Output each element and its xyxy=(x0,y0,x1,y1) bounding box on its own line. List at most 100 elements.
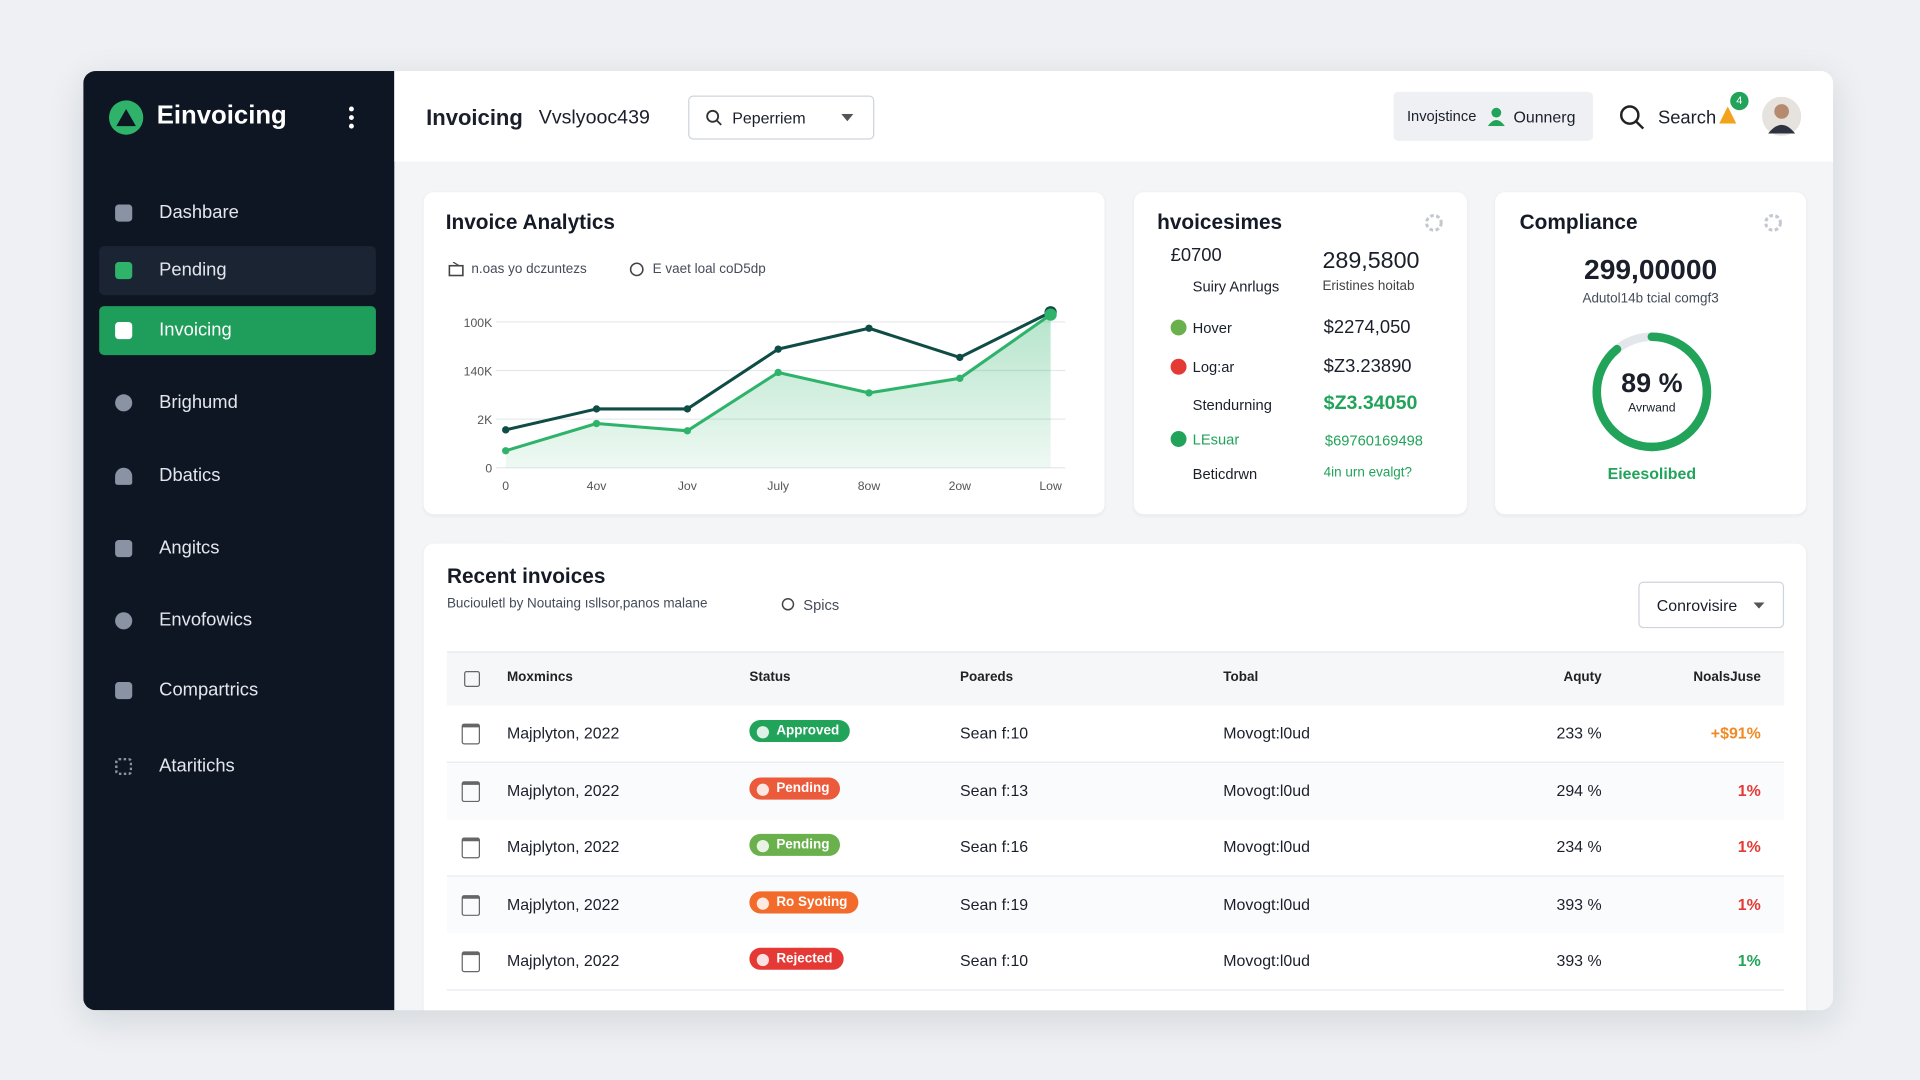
x-tick-label: Low xyxy=(1039,479,1062,493)
status-pill[interactable]: Ro Syoting xyxy=(749,890,859,913)
nav-item[interactable]: Dashbare xyxy=(99,189,376,238)
status-pill[interactable]: Pending xyxy=(749,833,841,856)
card-title: Invoice Analytics xyxy=(445,210,616,234)
legend-label: E vaet loal coD5dp xyxy=(652,262,766,277)
cell-aquty: 234 % xyxy=(1556,837,1602,856)
status-dot xyxy=(1170,358,1187,375)
settings-icon[interactable] xyxy=(1762,212,1784,234)
analytics-card: Invoice Analytics n.oas yo dczuntezs E v… xyxy=(423,192,1105,515)
column-header: NoalsJuse xyxy=(1693,669,1761,685)
column-header: Moxmincs xyxy=(506,669,573,685)
x-tick-label: Jov xyxy=(678,479,698,493)
topbar: Invoicing Vvslyooc439 Peperriem Invojsti… xyxy=(394,71,1834,162)
nav-label: Invoicing xyxy=(159,319,232,341)
point xyxy=(1044,308,1057,321)
x-tick-label: 8ow xyxy=(858,479,881,493)
row-value: $2274,050 xyxy=(1323,317,1411,338)
x-tick-label: 2ow xyxy=(949,479,972,493)
nav-item[interactable]: Brighumd xyxy=(99,378,376,427)
cell-total: Movogt:l0ud xyxy=(1223,780,1310,799)
avatar[interactable] xyxy=(1762,96,1802,136)
calendar-icon xyxy=(461,894,481,916)
table-row[interactable]: Majplyton, 2022 Approved Sean f:10 Movogt:l… xyxy=(446,705,1785,763)
cell-poareds: Sean f:13 xyxy=(960,780,1029,799)
user-icon xyxy=(1487,107,1505,127)
legend-icon xyxy=(448,262,464,277)
nav-item[interactable]: Ataritichs xyxy=(99,742,376,791)
line-chart: 0 2K 140K 100K 0 4ov Jov July 8ow 2ow Low xyxy=(464,306,1066,493)
settings-icon[interactable] xyxy=(1423,212,1445,234)
point xyxy=(774,368,782,377)
card-title: Compliance xyxy=(1519,210,1638,234)
row-label: £0700 xyxy=(1170,244,1222,266)
caret xyxy=(841,113,854,122)
point xyxy=(865,389,873,397)
cell-total: Movogt:l0ud xyxy=(1223,837,1310,856)
status-pill[interactable]: Rejected xyxy=(749,947,844,970)
point xyxy=(683,427,692,435)
brand: Einvoicing xyxy=(156,101,287,130)
card-title: hvoicesimes xyxy=(1157,210,1283,234)
nav-label: Envofowics xyxy=(159,609,253,631)
nav-label: Brighumd xyxy=(159,391,238,413)
nav-label: Dbatics xyxy=(159,465,221,487)
cell-aquty: 294 % xyxy=(1556,780,1602,799)
cell-poareds: Sean f:16 xyxy=(960,837,1029,856)
nav-label: Ataritichs xyxy=(159,755,235,777)
status-dot xyxy=(1170,319,1187,336)
nav-label: Angitcs xyxy=(159,537,220,559)
cell-total: Movogt:l0ud xyxy=(1223,723,1310,743)
status-pill[interactable]: Pending xyxy=(749,776,841,799)
compliance-ring xyxy=(1592,332,1712,452)
compliance-card: Compliance 299,00000 Adutol14b tcial com… xyxy=(1495,192,1807,515)
ring-label: Avrwand xyxy=(1628,401,1676,416)
nav-item[interactable]: Pending xyxy=(99,246,376,296)
cell-date: Majplyton, 2022 xyxy=(506,951,620,970)
nav-item[interactable]: Angitcs xyxy=(99,524,376,573)
ring-percent: 89 % xyxy=(1621,367,1683,398)
table-row[interactable]: Majplyton, 2022 Rejected Sean f:10 Movogt:l… xyxy=(446,933,1785,991)
cell-aquty: 233 % xyxy=(1556,723,1602,743)
cell-date: Majplyton, 2022 xyxy=(506,894,620,913)
cell-poareds: Sean f:19 xyxy=(960,894,1029,913)
row-value: 4in urn evalgt? xyxy=(1323,465,1413,481)
status-pill[interactable]: Approved xyxy=(749,720,851,743)
dropdown[interactable]: Peperriem xyxy=(688,95,875,140)
calendar-icon xyxy=(461,837,481,859)
x-tick-label: 0 xyxy=(502,479,509,493)
nav-item[interactable]: Compartrics xyxy=(99,666,376,715)
nav-item[interactable]: Envofowics xyxy=(99,596,376,645)
column-header: Tobal xyxy=(1223,669,1259,685)
cell-date: Majplyton, 2022 xyxy=(506,723,620,743)
menu-icon[interactable] xyxy=(345,105,357,129)
nav-item-active[interactable]: Invoicing xyxy=(99,306,376,356)
calendar-icon xyxy=(461,723,481,745)
point xyxy=(865,324,873,332)
row-label: LEsuar xyxy=(1192,431,1240,449)
pill-label: Ounnerg xyxy=(1513,107,1576,127)
row-value: 289,5800 xyxy=(1322,248,1420,275)
nav-item[interactable]: Dbatics xyxy=(99,452,376,501)
alert-icon[interactable] xyxy=(1719,106,1737,124)
cell-total: Movogt:l0ud xyxy=(1223,951,1310,970)
table-row[interactable]: Majplyton, 2022 Pending Sean f:16 Movogt:l0… xyxy=(446,819,1785,877)
invoices-card: hvoicesimes £0700 289,5800 Suiry Anrlugs… xyxy=(1133,192,1467,515)
nav-label: Compartrics xyxy=(159,679,259,701)
row-label: Suiry Anrlugs xyxy=(1192,277,1280,296)
table-row[interactable]: Majplyton, 2022 Pending Sean f:13 Movogt:l0… xyxy=(446,762,1785,820)
sort-button[interactable]: Conrovisire xyxy=(1638,581,1785,629)
y-tick-label: 0 xyxy=(485,462,492,476)
table-header: Moxmincs Status Poareds Tobal Aquty NoalsJuse xyxy=(446,651,1785,707)
account-pill[interactable]: Invojstince Ounnerg xyxy=(1393,91,1594,141)
column-header: Status xyxy=(749,669,791,685)
cell-change: +$91% xyxy=(1710,723,1761,743)
ring-arc xyxy=(1592,332,1712,452)
button-label: Conrovisire xyxy=(1656,596,1738,615)
y-tick-label: 2K xyxy=(477,413,493,427)
filter-label[interactable]: Spics xyxy=(803,596,840,614)
search-icon[interactable] xyxy=(1619,104,1646,131)
table-row[interactable]: Majplyton, 2022 Ro Syoting Sean f:19 Movogt… xyxy=(446,876,1785,934)
search-label[interactable]: Search xyxy=(1657,107,1717,129)
card-title: Recent invoices xyxy=(446,564,606,588)
